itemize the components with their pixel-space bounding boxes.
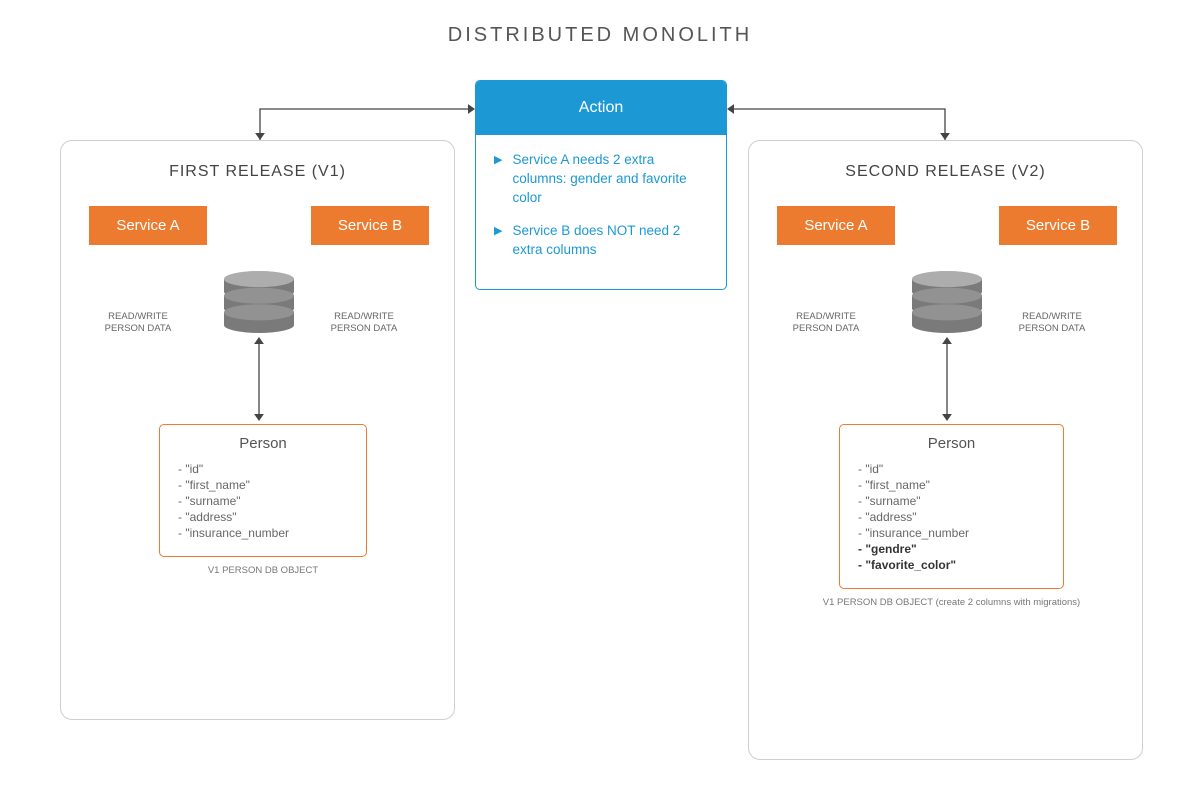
action-item: ▶ Service B does NOT need 2 extra columns bbox=[494, 222, 708, 260]
bullet-icon: ▶ bbox=[494, 153, 502, 208]
release-panel-v1: FIRST RELEASE (V1)Service AService BREAD… bbox=[60, 140, 455, 720]
release-panel-v2: SECOND RELEASE (V2)Service AService BREA… bbox=[748, 140, 1143, 760]
action-item-text: Service B does NOT need 2 extra columns bbox=[512, 222, 708, 260]
bullet-icon: ▶ bbox=[494, 224, 502, 260]
panel-connectors bbox=[61, 141, 456, 721]
top-connectors bbox=[0, 0, 1200, 160]
panel-connectors bbox=[749, 141, 1144, 761]
